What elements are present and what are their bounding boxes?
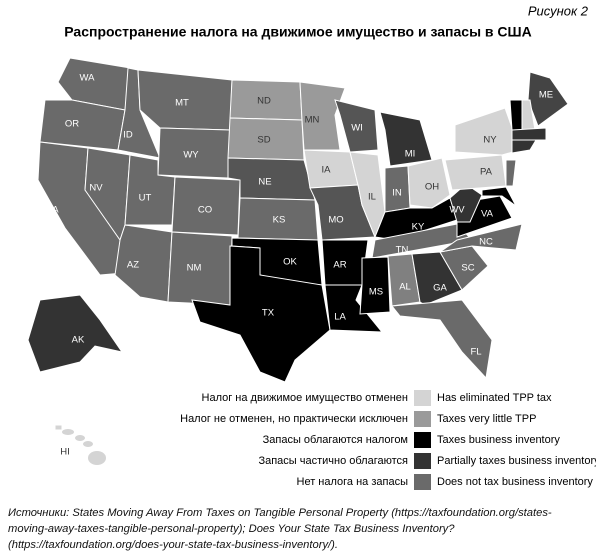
state-label: AR — [333, 260, 346, 271]
state-shape — [114, 224, 173, 303]
state-label: CO — [198, 205, 212, 216]
legend-label-en: Has eliminated TPP tax — [437, 392, 552, 404]
legend-label-ru: Налог на движимое имущество отменен — [202, 392, 408, 404]
state-shape — [439, 223, 523, 253]
state-shape — [83, 441, 93, 447]
state-shape — [62, 429, 74, 435]
legend-label-ru: Нет налога на запасы — [297, 476, 409, 488]
state-label: WI — [351, 123, 363, 134]
legend-label-ru: Запасы частично облагаются — [258, 455, 408, 467]
state-label: MI — [405, 149, 416, 160]
map-title: Распространение налога на движимое имуще… — [64, 24, 531, 40]
state-label: ID — [123, 130, 133, 141]
state-shape — [511, 139, 537, 154]
state-label: SC — [461, 263, 474, 274]
state-shape — [54, 424, 63, 431]
legend-label-en: Taxes very little TPP — [437, 413, 536, 425]
state-label: TN — [396, 245, 409, 256]
state-label: KS — [273, 215, 286, 226]
state-shape — [299, 81, 346, 151]
state-shape — [411, 251, 463, 306]
state-label: OR — [65, 119, 79, 130]
state-label: UT — [139, 193, 152, 204]
state-label: NC — [479, 237, 493, 248]
state-label: WA — [80, 73, 96, 84]
legend-swatch — [414, 390, 431, 406]
state-label: HI — [60, 447, 70, 458]
state-label: OK — [283, 257, 297, 268]
states: WA OR CA NV ID MT WY UT CO AZ NM ND SD NE KS OK TX MN IA MO… — [27, 57, 569, 465]
state-label: GA — [433, 283, 447, 294]
state-label: SD — [257, 135, 270, 146]
state-label: IN — [392, 188, 402, 199]
state-shape — [454, 107, 521, 156]
state-shape — [334, 99, 379, 153]
state-label: LA — [334, 312, 346, 323]
state-label: OH — [425, 182, 439, 193]
state-label: NM — [187, 263, 202, 274]
state-shape — [27, 294, 124, 373]
state-label: IL — [368, 192, 376, 203]
state-label: NV — [89, 183, 103, 194]
state-shape — [75, 435, 85, 441]
state-shape — [391, 299, 493, 380]
state-shape — [191, 245, 331, 383]
source-note: Источники: States Moving Away From Taxes… — [8, 507, 552, 551]
state-label: WY — [183, 150, 199, 161]
state-shape — [324, 284, 384, 333]
state-label: TX — [262, 308, 275, 319]
state-label: WV — [449, 205, 465, 216]
legend: Налог на движимое имущество отменен Has e… — [180, 390, 596, 490]
state-label: ND — [257, 96, 271, 107]
legend-label-en: Partially taxes business inventory — [437, 455, 596, 467]
state-label: CA — [45, 205, 59, 216]
legend-label-ru: Запасы облагаются налогом — [263, 434, 408, 446]
state-label: NE — [258, 177, 271, 188]
map: Рисунок 2 Распространение налога на движ… — [27, 3, 596, 490]
state-label: MO — [328, 215, 343, 226]
state-shape — [511, 127, 547, 141]
state-label: ME — [539, 90, 553, 101]
state-label: VA — [481, 209, 494, 220]
state-shape — [481, 186, 517, 207]
state-shape — [379, 111, 433, 167]
figure-label: Рисунок 2 — [528, 3, 589, 18]
legend-swatch — [414, 411, 431, 427]
state-label: IA — [322, 165, 332, 176]
state-label: MS — [369, 287, 383, 298]
state-shape — [509, 99, 523, 131]
state-label: MT — [175, 98, 189, 109]
state-label: AL — [399, 282, 411, 293]
state-shape — [407, 157, 451, 209]
state-label: PA — [480, 167, 493, 178]
legend-swatch — [414, 432, 431, 448]
state-label: AK — [72, 335, 85, 346]
legend-swatch — [414, 474, 431, 490]
state-label: AZ — [127, 260, 139, 271]
state-shape — [444, 154, 507, 191]
state-shape — [303, 149, 359, 189]
state-shape — [359, 256, 391, 315]
state-shape — [527, 71, 569, 127]
state-label: FL — [470, 347, 481, 358]
state-shape — [88, 451, 106, 465]
state-shape — [505, 159, 517, 187]
state-label: KY — [412, 222, 425, 233]
state-label: MN — [305, 115, 320, 126]
legend-label-en: Taxes business inventory — [437, 434, 560, 446]
state-label: NY — [483, 135, 497, 146]
legend-label-en: Does not tax business inventory — [437, 476, 593, 488]
legend-swatch — [414, 453, 431, 469]
legend-label-ru: Налог не отменен, но практически исключе… — [180, 413, 408, 425]
state-shape — [39, 99, 126, 151]
